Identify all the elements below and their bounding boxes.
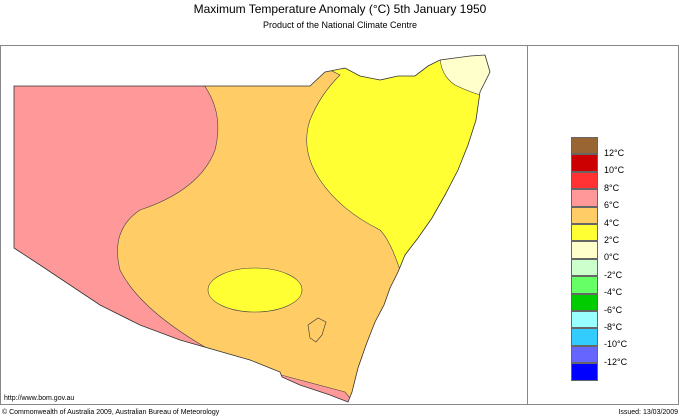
legend-swatch bbox=[571, 171, 598, 190]
legend-swatch bbox=[571, 224, 598, 242]
legend-label: 0°C bbox=[604, 252, 620, 263]
legend-label: -8°C bbox=[604, 322, 623, 332]
legend-swatch bbox=[571, 206, 598, 224]
legend-label: -10°C bbox=[604, 339, 628, 350]
map-title: Maximum Temperature Anomaly (°C) 5th Jan… bbox=[193, 2, 487, 16]
legend-swatch bbox=[571, 258, 598, 277]
legend-label: -4°C bbox=[604, 287, 623, 298]
zone-2-4-inland bbox=[207, 267, 303, 313]
legend-label: 12°C bbox=[604, 148, 625, 158]
legend-swatch bbox=[571, 345, 598, 364]
map-subtitle: Product of the National Climate Centre bbox=[262, 20, 418, 30]
legend-swatch bbox=[571, 363, 598, 381]
legend-swatch bbox=[571, 241, 598, 259]
copyright: © Commonwealth of Australia 2009, Austra… bbox=[2, 409, 220, 416]
legend-divider bbox=[527, 45, 528, 405]
legend-swatch bbox=[571, 328, 598, 346]
legend-swatch bbox=[571, 189, 598, 207]
legend-label: 2°C bbox=[604, 235, 620, 245]
source-url: http://www.bom.gov.au bbox=[4, 395, 75, 402]
map-frame bbox=[0, 45, 679, 405]
legend-swatch bbox=[571, 293, 598, 311]
legend-label: 8°C bbox=[604, 182, 620, 193]
legend-label: 10°C bbox=[604, 165, 625, 176]
legend-label: -2°C bbox=[604, 269, 623, 280]
legend-swatch bbox=[571, 137, 598, 155]
legend-label: 4°C bbox=[604, 217, 620, 228]
legend-swatch bbox=[571, 154, 598, 172]
act-border bbox=[307, 317, 327, 343]
legend-label: -12°C bbox=[604, 356, 628, 367]
issued-date: Issued: 13/03/2009 bbox=[618, 409, 678, 416]
legend-label: 6°C bbox=[604, 200, 620, 211]
legend-swatch bbox=[571, 276, 598, 294]
legend-swatch bbox=[571, 311, 598, 329]
legend-label: -6°C bbox=[604, 304, 623, 315]
